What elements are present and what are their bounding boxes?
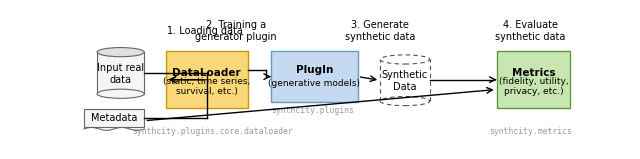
Ellipse shape (97, 48, 144, 57)
Text: (static, time series,
survival, etc.): (static, time series, survival, etc.) (163, 77, 250, 96)
Text: synthcity.plugins: synthcity.plugins (271, 106, 353, 115)
Text: 3. Generate
synthetic data: 3. Generate synthetic data (345, 20, 415, 42)
Ellipse shape (380, 97, 429, 106)
Bar (380, 59, 429, 101)
Bar (97, 52, 144, 94)
Text: synthcity.plugins.core.dataloader: synthcity.plugins.core.dataloader (132, 127, 293, 136)
FancyBboxPatch shape (84, 109, 145, 127)
Text: (fidelity, utility,
privacy, etc.): (fidelity, utility, privacy, etc.) (499, 77, 568, 96)
Text: 4. Evaluate
synthetic data: 4. Evaluate synthetic data (495, 20, 566, 42)
Text: Synthetic
Data: Synthetic Data (381, 70, 428, 92)
Text: PlugIn: PlugIn (296, 65, 333, 75)
Text: synthcity.metrics: synthcity.metrics (489, 127, 572, 136)
Text: Input real
data: Input real data (97, 63, 144, 85)
Text: Metrics: Metrics (511, 68, 555, 78)
FancyBboxPatch shape (497, 51, 570, 108)
Text: 2. Training a
generator plugin: 2. Training a generator plugin (195, 20, 277, 42)
Text: DataLoader: DataLoader (172, 68, 241, 78)
Ellipse shape (380, 55, 429, 64)
Text: (generative models): (generative models) (268, 79, 360, 88)
FancyBboxPatch shape (166, 51, 248, 108)
Ellipse shape (97, 89, 144, 98)
FancyBboxPatch shape (271, 51, 358, 102)
Text: Metadata: Metadata (91, 113, 138, 123)
Text: 1. Loading data: 1. Loading data (167, 26, 243, 36)
